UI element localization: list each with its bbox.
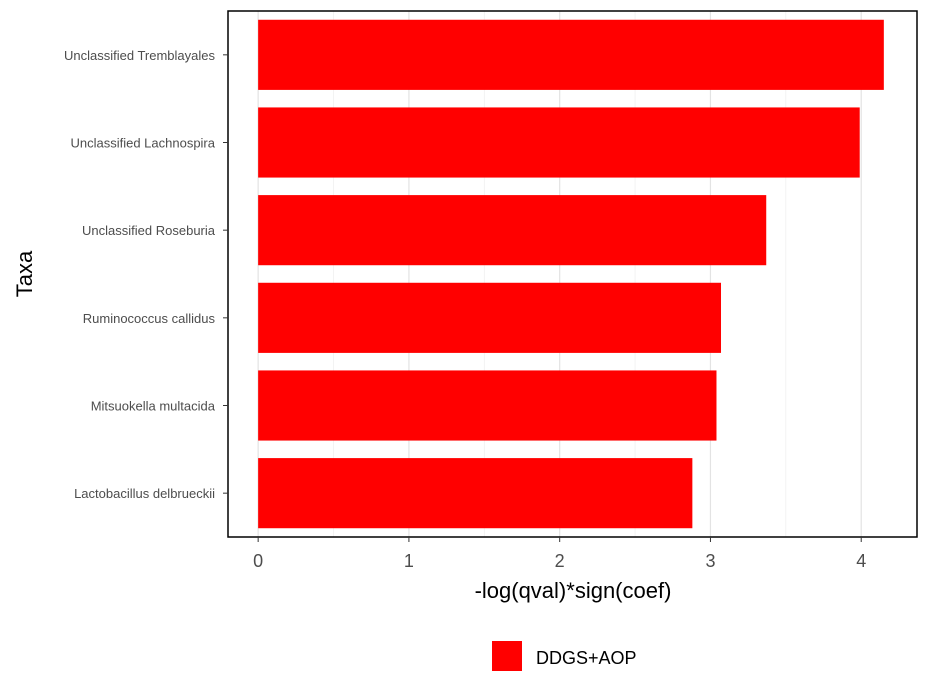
bar (258, 19, 884, 90)
tick-layer (223, 54, 862, 542)
x-tick-label: 0 (253, 551, 263, 571)
category-label: Unclassified Lachnospira (70, 136, 215, 151)
category-label: Ruminococcus callidus (83, 311, 216, 326)
bar (258, 458, 693, 529)
category-label: Unclassified Roseburia (82, 223, 216, 238)
bar (258, 370, 717, 441)
bar (258, 282, 722, 353)
x-tick-label: 3 (705, 551, 715, 571)
legend-swatch (492, 641, 522, 671)
category-label: Unclassified Tremblayales (64, 48, 216, 63)
x-axis-title: -log(qval)*sign(coef) (475, 578, 672, 603)
x-tick-label: 4 (856, 551, 866, 571)
bar-layer (258, 19, 884, 529)
label-layer: Unclassified Tremblayales Unclassified La… (64, 48, 866, 571)
legend-label: DDGS+AOP (536, 648, 637, 668)
x-tick-label: 1 (404, 551, 414, 571)
plot-frame (227, 10, 918, 538)
y-axis-title: Taxa (12, 250, 37, 297)
x-tick-label: 2 (555, 551, 565, 571)
category-label: Mitsuokella multacida (91, 399, 216, 414)
bar (258, 107, 860, 178)
category-label: Lactobacillus delbrueckii (74, 486, 215, 501)
grid-layer (257, 11, 862, 537)
legend: DDGS+AOP (492, 641, 637, 671)
bar (258, 195, 767, 266)
